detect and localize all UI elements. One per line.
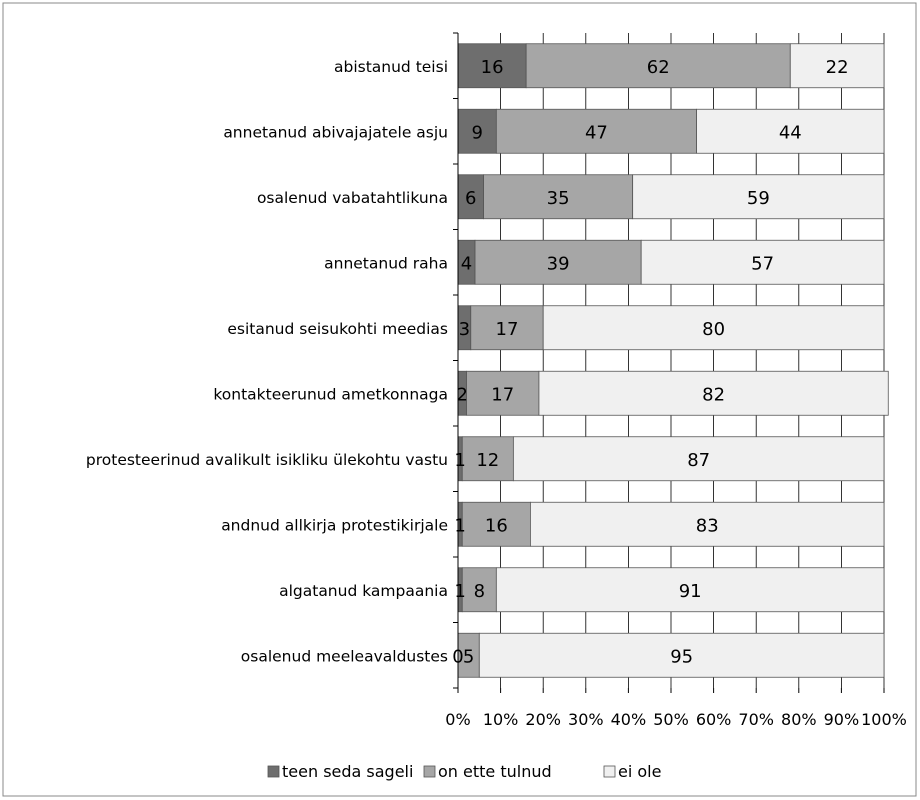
data-label: 44 <box>779 122 802 143</box>
category-label: protesteerinud avalikult isikliku ülekoh… <box>86 451 448 469</box>
data-label: 39 <box>547 253 570 274</box>
data-label: 1 <box>454 450 465 471</box>
bar-segment <box>461 501 531 547</box>
category-label: annetanud abivajajatele asju <box>223 123 448 141</box>
legend-label: teen seda sageli <box>282 762 413 781</box>
bar-segment <box>525 43 791 89</box>
bar-segment <box>461 567 497 613</box>
legend: teen seda sageli on ette tulnud ei ole <box>267 762 661 781</box>
bar-segment <box>632 174 885 220</box>
x-tick-label: 90% <box>824 710 860 729</box>
data-label: 22 <box>826 57 849 78</box>
bars <box>457 43 889 678</box>
data-label: 6 <box>465 188 476 209</box>
data-label: 1 <box>454 515 465 536</box>
bar-segment <box>512 436 885 482</box>
data-label: 1 <box>454 581 465 602</box>
axes <box>453 32 885 693</box>
labels: 0% 10% 20% 30% 40% 50% 60% 70% 80% 90% 100%16 62 22a… <box>86 57 907 729</box>
bar-segment <box>483 174 634 220</box>
data-label: 17 <box>496 319 519 340</box>
x-tick-label: 40% <box>611 710 647 729</box>
bar-segment <box>530 501 885 547</box>
legend-swatch <box>423 765 436 778</box>
bar-segment <box>789 43 885 89</box>
data-label: 3 <box>459 319 470 340</box>
bar-segment <box>495 567 885 613</box>
x-tick-label: 70% <box>738 710 774 729</box>
data-label: 87 <box>687 450 710 471</box>
x-tick-label: 50% <box>653 710 689 729</box>
data-label: 91 <box>679 581 702 602</box>
category-label: andnud allkirja protestikirjale <box>221 516 448 534</box>
x-tick-label: 30% <box>568 710 604 729</box>
legend-swatch <box>267 765 280 778</box>
data-label: 4 <box>461 253 472 274</box>
category-label: esitanud seisukohti meedias <box>227 320 448 338</box>
data-label: 12 <box>476 450 499 471</box>
data-label: 47 <box>585 122 608 143</box>
legend-swatch <box>603 765 616 778</box>
bar-segment <box>461 436 514 482</box>
category-label: annetanud raha <box>324 254 448 272</box>
bar-segment <box>478 632 885 678</box>
bar-segment <box>538 370 889 416</box>
data-label: 9 <box>471 122 482 143</box>
data-label: 82 <box>702 384 725 405</box>
data-label: 35 <box>547 188 570 209</box>
data-label: 16 <box>481 57 504 78</box>
x-tick-label: 0% <box>445 710 470 729</box>
x-tick-label: 100% <box>861 710 907 729</box>
bar-segment <box>495 108 697 154</box>
bar-segment <box>457 108 497 154</box>
data-label: 5 <box>463 646 474 667</box>
category-label: algatanud kampaania <box>279 582 448 600</box>
data-label: 62 <box>647 57 670 78</box>
bar-segment <box>466 370 540 416</box>
data-label: 8 <box>474 581 485 602</box>
data-label: 95 <box>670 646 693 667</box>
data-label: 59 <box>747 188 770 209</box>
legend-label: on ette tulnud <box>438 762 552 781</box>
data-label: 83 <box>696 515 719 536</box>
category-label: kontakteerunud ametkonnaga <box>213 385 448 403</box>
x-tick-label: 20% <box>525 710 561 729</box>
x-tick-label: 10% <box>483 710 519 729</box>
legend-label: ei ole <box>618 762 661 781</box>
bar-segment <box>640 239 885 285</box>
data-label: 80 <box>702 319 725 340</box>
x-tick-label: 60% <box>696 710 732 729</box>
data-label: 57 <box>751 253 774 274</box>
data-label: 0 <box>452 646 463 667</box>
category-label: osalenud vabatahtlikuna <box>257 189 448 207</box>
bar-segment <box>542 305 885 351</box>
data-label: 2 <box>457 384 468 405</box>
x-tick-label: 80% <box>781 710 817 729</box>
category-label: abistanud teisi <box>334 58 448 76</box>
category-label: osalenud meeleavaldustes <box>241 647 448 665</box>
data-label: 17 <box>491 384 514 405</box>
bar-segment <box>457 43 527 89</box>
bar-segment <box>696 108 885 154</box>
data-label: 16 <box>485 515 508 536</box>
bar-segment <box>474 239 642 285</box>
